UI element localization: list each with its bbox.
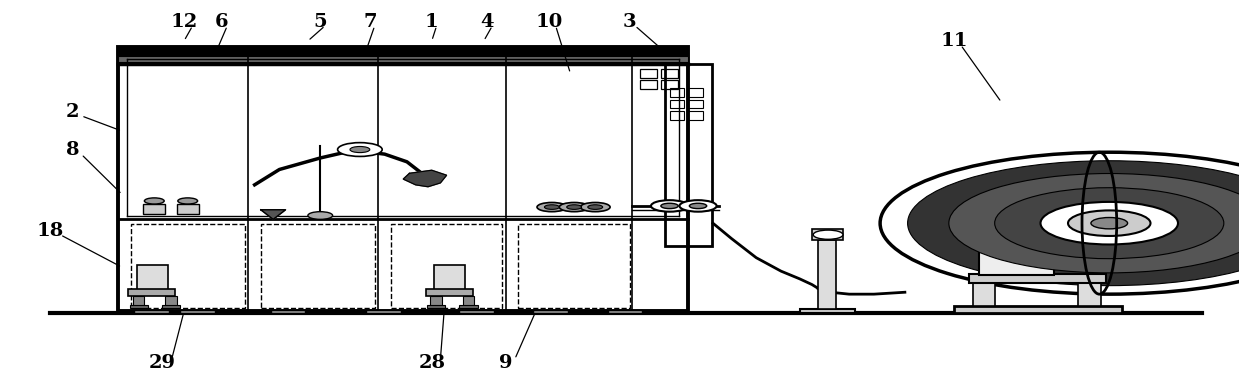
Circle shape bbox=[567, 205, 582, 209]
Bar bbox=[130, 224, 244, 308]
Circle shape bbox=[651, 200, 688, 212]
Bar bbox=[427, 305, 445, 308]
Circle shape bbox=[908, 161, 1240, 286]
Bar bbox=[688, 111, 703, 120]
Circle shape bbox=[537, 203, 567, 212]
Circle shape bbox=[337, 142, 382, 156]
Circle shape bbox=[588, 205, 603, 209]
Text: 3: 3 bbox=[622, 13, 636, 31]
Text: 18: 18 bbox=[37, 222, 64, 240]
Bar bbox=[128, 289, 175, 296]
Bar bbox=[161, 305, 180, 308]
Text: 2: 2 bbox=[66, 103, 79, 121]
Bar bbox=[973, 281, 996, 306]
Text: 5: 5 bbox=[314, 13, 327, 31]
Bar bbox=[176, 204, 198, 214]
Circle shape bbox=[559, 203, 589, 212]
Bar bbox=[661, 80, 678, 89]
Text: 28: 28 bbox=[418, 354, 445, 372]
Bar bbox=[970, 274, 1106, 283]
Circle shape bbox=[1040, 202, 1178, 244]
Circle shape bbox=[350, 146, 370, 152]
Bar bbox=[1052, 239, 1076, 246]
Bar bbox=[608, 310, 642, 313]
Bar bbox=[670, 111, 684, 120]
Bar bbox=[518, 224, 630, 308]
Bar bbox=[434, 265, 465, 290]
Text: 10: 10 bbox=[536, 13, 563, 31]
Bar bbox=[129, 305, 148, 308]
Bar bbox=[688, 88, 703, 97]
Circle shape bbox=[680, 200, 717, 212]
Bar bbox=[118, 56, 688, 62]
Polygon shape bbox=[260, 210, 285, 219]
Bar bbox=[459, 305, 477, 308]
Circle shape bbox=[661, 203, 678, 209]
Circle shape bbox=[177, 198, 197, 204]
Bar bbox=[260, 224, 374, 308]
Text: 9: 9 bbox=[500, 354, 513, 372]
Circle shape bbox=[813, 230, 843, 239]
Bar bbox=[430, 296, 441, 306]
Text: 12: 12 bbox=[170, 13, 197, 31]
Bar bbox=[133, 296, 144, 306]
Bar bbox=[818, 240, 836, 309]
Text: 6: 6 bbox=[215, 13, 228, 31]
Bar bbox=[136, 265, 167, 290]
Bar bbox=[143, 204, 165, 214]
Text: 29: 29 bbox=[149, 354, 175, 372]
Circle shape bbox=[994, 188, 1224, 259]
Bar bbox=[980, 218, 1054, 239]
Bar bbox=[533, 310, 568, 313]
Bar bbox=[640, 69, 657, 78]
Bar bbox=[391, 224, 502, 308]
Bar bbox=[134, 310, 169, 313]
Bar bbox=[463, 296, 474, 306]
Circle shape bbox=[880, 152, 1240, 294]
Bar bbox=[118, 48, 688, 56]
Circle shape bbox=[580, 203, 610, 212]
Bar bbox=[955, 306, 1122, 313]
Bar bbox=[180, 310, 215, 313]
Bar bbox=[640, 80, 657, 89]
Bar bbox=[812, 229, 843, 241]
Bar bbox=[670, 100, 684, 108]
Bar bbox=[425, 289, 472, 296]
Bar bbox=[366, 310, 401, 313]
Bar bbox=[980, 239, 1054, 275]
Text: 11: 11 bbox=[941, 32, 968, 50]
Circle shape bbox=[308, 212, 332, 219]
Text: 1: 1 bbox=[425, 13, 439, 31]
Circle shape bbox=[689, 203, 707, 209]
Bar bbox=[661, 69, 678, 78]
Text: 4: 4 bbox=[481, 13, 495, 31]
Bar bbox=[1079, 281, 1101, 306]
Polygon shape bbox=[403, 170, 446, 187]
Bar bbox=[459, 310, 494, 313]
Bar bbox=[165, 296, 176, 306]
Bar bbox=[688, 100, 703, 108]
Bar bbox=[270, 310, 305, 313]
Text: 7: 7 bbox=[363, 13, 377, 31]
Circle shape bbox=[544, 205, 559, 209]
Circle shape bbox=[144, 198, 164, 204]
Bar bbox=[118, 47, 688, 311]
Bar bbox=[670, 88, 684, 97]
Bar bbox=[665, 64, 712, 246]
Circle shape bbox=[949, 174, 1240, 273]
Text: 8: 8 bbox=[66, 141, 79, 159]
Circle shape bbox=[1068, 211, 1151, 236]
Bar bbox=[800, 309, 856, 313]
Circle shape bbox=[1091, 218, 1127, 229]
